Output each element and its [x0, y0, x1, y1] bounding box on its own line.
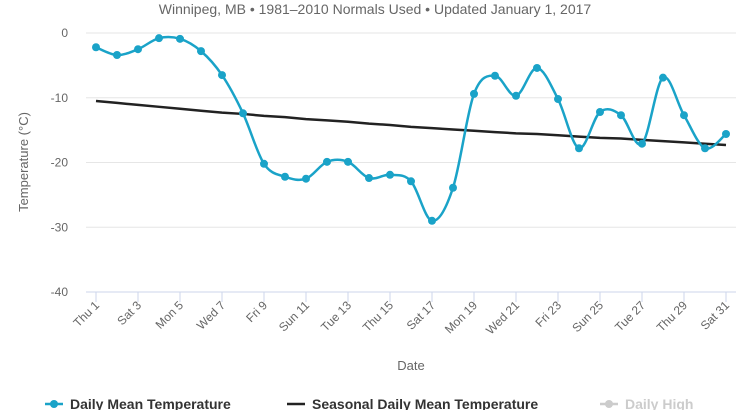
data-point [470, 89, 478, 98]
data-point [617, 111, 625, 120]
data-point [281, 172, 289, 181]
data-point [659, 73, 667, 82]
y-tick-label: -20 [51, 156, 69, 170]
legend-label[interactable]: Daily Mean Temperature [70, 396, 231, 410]
data-point [365, 174, 373, 183]
x-tick-label: Wed 7 [194, 298, 229, 333]
y-tick-label: 0 [61, 26, 68, 40]
data-point [176, 34, 184, 43]
x-tick-label: Mon 5 [153, 298, 187, 332]
data-point [155, 34, 163, 43]
data-point [596, 107, 604, 116]
series-line [95, 99, 727, 147]
data-point [260, 159, 268, 168]
x-tick-label: Fri 9 [243, 298, 270, 325]
x-tick-label: Thu 15 [360, 298, 397, 335]
data-point [638, 139, 646, 148]
data-point [533, 63, 541, 72]
x-tick-label: Mon 19 [442, 298, 480, 336]
data-point [722, 130, 730, 139]
x-tick-label: Sun 11 [276, 298, 312, 334]
x-axis-title: Date [397, 358, 424, 373]
data-point [134, 45, 142, 54]
y-axis-title: Temperature (°C) [16, 112, 31, 212]
legend-label[interactable]: Seasonal Daily Mean Temperature [312, 396, 538, 410]
x-tick-label: Tue 27 [612, 298, 648, 334]
y-tick-label: -30 [51, 220, 69, 234]
x-tick-label: Sat 31 [698, 298, 733, 333]
x-tick-label: Thu 1 [71, 298, 103, 330]
y-tick-label: -10 [51, 91, 69, 105]
x-tick-label: Fri 23 [533, 298, 565, 330]
x-tick-label: Sat 17 [404, 298, 439, 333]
legend-marker [50, 400, 58, 408]
data-point [302, 174, 310, 183]
data-point [323, 157, 331, 166]
data-point [449, 183, 457, 192]
data-point [701, 144, 709, 153]
x-tick-label: Sun 25 [569, 298, 606, 335]
y-tick-label: -40 [51, 285, 69, 299]
data-point [92, 43, 100, 52]
x-tick-label: Thu 29 [654, 298, 691, 335]
chart-subtitle: Winnipeg, MB • 1981–2010 Normals Used • … [159, 1, 592, 17]
series-line [95, 35, 727, 223]
data-point [428, 216, 436, 225]
data-point [512, 91, 520, 100]
data-point [197, 47, 205, 56]
data-point [554, 95, 562, 104]
x-tick-label: Tue 13 [318, 298, 354, 334]
x-tick-label: Wed 21 [483, 298, 522, 337]
data-point [491, 71, 499, 80]
data-point [575, 144, 583, 153]
data-point [680, 111, 688, 120]
legend-label[interactable]: Daily High [625, 396, 693, 410]
data-point [407, 177, 415, 186]
data-point [344, 157, 352, 166]
data-point [218, 71, 226, 80]
legend-marker [605, 400, 613, 408]
x-tick-label: Sat 3 [114, 298, 144, 328]
data-point [239, 109, 247, 118]
data-point [386, 170, 394, 179]
data-point [113, 51, 121, 60]
